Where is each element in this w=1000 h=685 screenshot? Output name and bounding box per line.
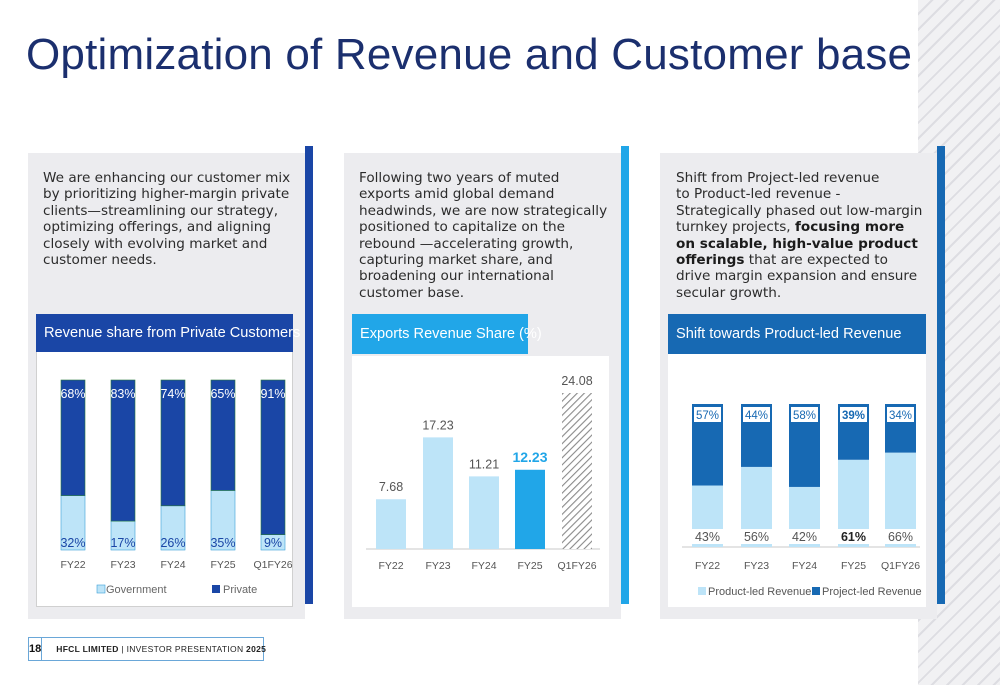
footer-text: HFCL LIMITED | INVESTOR PRESENTATION 202… <box>42 644 266 654</box>
label-government-FY25: 35% <box>210 536 235 550</box>
label-private-Q1FY26: 91% <box>260 387 285 401</box>
label-project-FY22: 57% <box>696 410 719 422</box>
label-bg-project-FY23 <box>743 407 770 422</box>
label-product-FY25: 61% <box>841 530 866 544</box>
footer: 18 HFCL LIMITED | INVESTOR PRESENTATION … <box>28 637 266 661</box>
card-3-accent <box>937 146 945 604</box>
label-project-FY25: 39% <box>842 410 865 422</box>
x-tick-FY25: FY25 <box>517 560 542 572</box>
x-tick-FY25: FY25 <box>841 560 866 572</box>
card-2-chart-title: Exports Revenue Share (%) <box>352 314 542 354</box>
footer-label: INVESTOR PRESENTATION <box>126 644 247 654</box>
chart-private-customers: 68% 32% FY22 83% 17% FY23 74% 26% FY24 65% 35% FY25… <box>60 379 293 596</box>
bar-government-FY22 <box>60 495 86 551</box>
footer-company: HFCL LIMITED <box>56 644 119 654</box>
card-3-text: Shift from Project-led revenue to Produc… <box>676 170 936 301</box>
bar-private-FY24 <box>160 379 186 507</box>
card-2-chart-area: 7.68 FY22 17.23 FY23 11.21 FY24 12.23 FY25 24.08… <box>352 356 609 607</box>
x-tick-Q1FY26: Q1FY26 <box>557 560 596 572</box>
label-bg-project-Q1FY26 <box>887 407 914 422</box>
label-bg-product-FY24 <box>787 529 822 544</box>
legend-government-swatch <box>96 584 106 594</box>
value-label-FY24: 11.21 <box>469 457 499 471</box>
label-private-FY24: 74% <box>160 387 185 401</box>
label-project-Q1FY26: 34% <box>889 410 912 422</box>
bar-private-FY22 <box>60 379 86 496</box>
bar-government-FY23 <box>110 520 136 551</box>
label-bg-project-FY22 <box>694 407 721 422</box>
bar-FY22 <box>376 499 406 549</box>
legend-government-label: Government <box>106 584 167 596</box>
label-project-FY24: 58% <box>793 410 816 422</box>
value-label-Q1FY26: 24.08 <box>561 374 592 388</box>
bar-FY24 <box>469 476 499 549</box>
value-label-FY25: 12.23 <box>512 449 547 465</box>
legend-private-swatch <box>212 585 220 593</box>
label-bg-project-FY24 <box>791 407 818 422</box>
x-tick-FY22: FY22 <box>378 560 403 572</box>
x-tick-Q1FY26: Q1FY26 <box>253 559 292 571</box>
bar-government-FY25 <box>210 490 236 551</box>
label-project-FY23: 44% <box>745 410 768 422</box>
x-tick-Q1FY26: Q1FY26 <box>881 560 920 572</box>
card-1-accent <box>305 146 313 604</box>
label-bg-product-FY23 <box>739 529 774 544</box>
legend-private-label: Private <box>223 584 257 596</box>
x-tick-FY25: FY25 <box>210 559 235 571</box>
page-title: Optimization of Revenue and Customer bas… <box>26 30 913 79</box>
label-government-FY22: 32% <box>60 536 85 550</box>
label-government-Q1FY26: 9% <box>264 536 282 550</box>
bar-private-FY23 <box>110 379 136 522</box>
card-3-chart-title: Shift towards Product-led Revenue <box>668 314 926 354</box>
card-3-text-pre: Shift from Project-led revenue to Produc… <box>676 170 923 236</box>
x-tick-FY23: FY23 <box>744 560 769 572</box>
bar-FY25 <box>515 469 545 549</box>
label-product-FY22: 43% <box>695 530 720 544</box>
card-3-text-post: that are expected to drive margin expans… <box>676 252 918 301</box>
x-tick-FY24: FY24 <box>792 560 817 572</box>
label-private-FY22: 68% <box>60 387 85 401</box>
value-label-FY23: 17.23 <box>422 418 453 432</box>
label-private-FY25: 65% <box>210 387 235 401</box>
footer-separator: | <box>118 644 127 654</box>
card-3-text-bold: focusing more on scalable, high-value pr… <box>676 219 918 269</box>
legend-project-label: Project-led Revenue <box>822 586 922 598</box>
label-government-FY23: 17% <box>110 536 135 550</box>
bar-FY23 <box>423 437 453 549</box>
label-product-Q1FY26: 66% <box>888 530 913 544</box>
x-tick-FY22: FY22 <box>60 559 85 571</box>
legend-project-swatch <box>812 587 820 595</box>
card-1-chart-title: Revenue share from Private Customers <box>36 314 300 352</box>
label-product-FY23: 56% <box>744 530 769 544</box>
x-tick-FY23: FY23 <box>110 559 135 571</box>
label-bg-product-FY25 <box>836 529 871 544</box>
label-bg-product-Q1FY26 <box>883 529 918 544</box>
label-product-FY24: 42% <box>792 530 817 544</box>
x-tick-FY24: FY24 <box>471 560 496 572</box>
label-bg-project-FY25 <box>840 407 867 422</box>
legend-product-label: Product-led Revenue <box>708 586 811 598</box>
chart-product-led: 57% 43% FY22 44% 56% FY23 58% 42% FY24 39% 61% FY25… <box>682 404 922 598</box>
card-3-chart-area: 57% 43% FY22 44% 56% FY23 58% 42% FY24 39% 61% FY25… <box>668 354 926 607</box>
legend-product-swatch <box>698 587 706 595</box>
value-label-FY22: 7.68 <box>379 480 403 494</box>
card-2-accent <box>621 146 629 604</box>
label-bg-product-FY22 <box>690 529 725 544</box>
bar-private-FY25 <box>210 379 236 491</box>
chart-exports-share: 7.68 FY22 17.23 FY23 11.21 FY24 12.23 FY25 24.08… <box>366 374 600 572</box>
card-1-chart-area: 68% 32% FY22 83% 17% FY23 74% 26% FY24 65% 35% FY25… <box>36 352 293 607</box>
page-number: 18 <box>29 638 43 660</box>
bar-private-Q1FY26 <box>260 379 286 535</box>
label-private-FY23: 83% <box>110 387 135 401</box>
label-government-FY24: 26% <box>160 536 185 550</box>
x-tick-FY24: FY24 <box>160 559 185 571</box>
x-tick-FY22: FY22 <box>695 560 720 572</box>
card-2-text: Following two years of muted exports ami… <box>359 170 608 301</box>
card-1-text: We are enhancing our customer mix by pri… <box>43 170 291 269</box>
footer-year: 2025 <box>246 644 267 654</box>
x-tick-FY23: FY23 <box>425 560 450 572</box>
bar-Q1FY26 <box>562 393 592 549</box>
